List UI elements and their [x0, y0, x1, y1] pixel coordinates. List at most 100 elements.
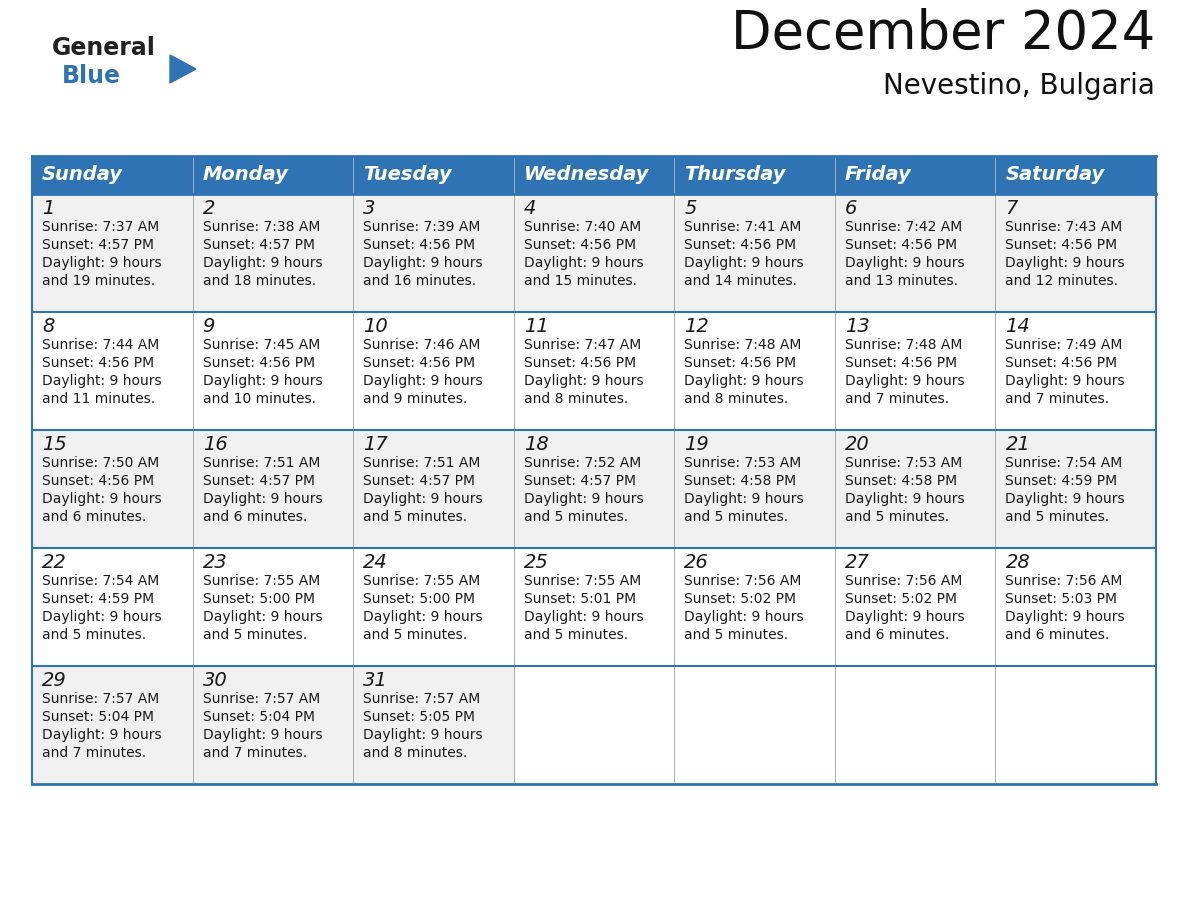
Text: Sunrise: 7:51 AM: Sunrise: 7:51 AM: [364, 456, 480, 470]
Bar: [835, 548, 996, 666]
Text: Saturday: Saturday: [1005, 165, 1105, 185]
Text: Daylight: 9 hours: Daylight: 9 hours: [524, 492, 644, 506]
Text: and 6 minutes.: and 6 minutes.: [203, 510, 307, 524]
Text: and 5 minutes.: and 5 minutes.: [684, 628, 789, 642]
Bar: [192, 194, 353, 312]
Text: Sunset: 4:57 PM: Sunset: 4:57 PM: [42, 238, 154, 252]
Text: 13: 13: [845, 317, 870, 336]
Text: and 10 minutes.: and 10 minutes.: [203, 392, 316, 406]
Text: Sunrise: 7:55 AM: Sunrise: 7:55 AM: [203, 574, 320, 588]
Text: 21: 21: [1005, 435, 1030, 454]
Text: Daylight: 9 hours: Daylight: 9 hours: [42, 374, 162, 388]
Text: Sunset: 4:56 PM: Sunset: 4:56 PM: [203, 356, 315, 370]
Text: 16: 16: [203, 435, 227, 454]
Text: Tuesday: Tuesday: [364, 165, 451, 185]
Text: and 7 minutes.: and 7 minutes.: [203, 746, 307, 760]
Text: Sunrise: 7:57 AM: Sunrise: 7:57 AM: [364, 692, 480, 706]
Text: Sunset: 4:56 PM: Sunset: 4:56 PM: [1005, 356, 1118, 370]
Text: Sunset: 4:56 PM: Sunset: 4:56 PM: [42, 356, 154, 370]
Text: Daylight: 9 hours: Daylight: 9 hours: [845, 492, 965, 506]
Text: 9: 9: [203, 317, 215, 336]
Text: Sunset: 4:56 PM: Sunset: 4:56 PM: [524, 238, 636, 252]
Bar: [353, 156, 513, 194]
Text: Sunrise: 7:54 AM: Sunrise: 7:54 AM: [1005, 456, 1123, 470]
Text: Daylight: 9 hours: Daylight: 9 hours: [684, 492, 804, 506]
Text: Daylight: 9 hours: Daylight: 9 hours: [1005, 374, 1125, 388]
Text: and 14 minutes.: and 14 minutes.: [684, 274, 797, 288]
Text: Daylight: 9 hours: Daylight: 9 hours: [42, 728, 162, 742]
Text: Sunrise: 7:48 AM: Sunrise: 7:48 AM: [845, 338, 962, 352]
Text: Nevestino, Bulgaria: Nevestino, Bulgaria: [883, 72, 1155, 100]
Text: Wednesday: Wednesday: [524, 165, 649, 185]
Bar: [675, 194, 835, 312]
Text: Monday: Monday: [203, 165, 289, 185]
Bar: [192, 430, 353, 548]
Text: and 13 minutes.: and 13 minutes.: [845, 274, 958, 288]
Text: Daylight: 9 hours: Daylight: 9 hours: [364, 256, 482, 270]
Text: Sunset: 5:00 PM: Sunset: 5:00 PM: [364, 592, 475, 606]
Bar: [835, 156, 996, 194]
Text: Sunrise: 7:57 AM: Sunrise: 7:57 AM: [42, 692, 159, 706]
Text: and 6 minutes.: and 6 minutes.: [1005, 628, 1110, 642]
Text: Sunrise: 7:51 AM: Sunrise: 7:51 AM: [203, 456, 320, 470]
Text: and 15 minutes.: and 15 minutes.: [524, 274, 637, 288]
Text: Daylight: 9 hours: Daylight: 9 hours: [203, 256, 322, 270]
Text: Daylight: 9 hours: Daylight: 9 hours: [364, 374, 482, 388]
Text: Friday: Friday: [845, 165, 911, 185]
Text: and 6 minutes.: and 6 minutes.: [845, 628, 949, 642]
Text: Sunset: 4:58 PM: Sunset: 4:58 PM: [845, 474, 958, 488]
Text: 30: 30: [203, 671, 227, 690]
Text: and 5 minutes.: and 5 minutes.: [364, 628, 467, 642]
Bar: [675, 548, 835, 666]
Text: Sunrise: 7:46 AM: Sunrise: 7:46 AM: [364, 338, 480, 352]
Bar: [675, 430, 835, 548]
Text: and 16 minutes.: and 16 minutes.: [364, 274, 476, 288]
Bar: [513, 548, 675, 666]
Text: Sunrise: 7:45 AM: Sunrise: 7:45 AM: [203, 338, 320, 352]
Text: 8: 8: [42, 317, 55, 336]
Text: Sunrise: 7:37 AM: Sunrise: 7:37 AM: [42, 220, 159, 234]
Text: Daylight: 9 hours: Daylight: 9 hours: [203, 374, 322, 388]
Text: Sunrise: 7:40 AM: Sunrise: 7:40 AM: [524, 220, 642, 234]
Bar: [32, 666, 192, 784]
Bar: [996, 312, 1156, 430]
Bar: [32, 312, 192, 430]
Text: 1: 1: [42, 199, 55, 218]
Text: Daylight: 9 hours: Daylight: 9 hours: [364, 728, 482, 742]
Text: Sunset: 4:57 PM: Sunset: 4:57 PM: [364, 474, 475, 488]
Text: Daylight: 9 hours: Daylight: 9 hours: [364, 610, 482, 624]
Text: 5: 5: [684, 199, 696, 218]
Text: Daylight: 9 hours: Daylight: 9 hours: [203, 728, 322, 742]
Text: 19: 19: [684, 435, 709, 454]
Text: 20: 20: [845, 435, 870, 454]
Text: Sunset: 4:56 PM: Sunset: 4:56 PM: [42, 474, 154, 488]
Text: and 5 minutes.: and 5 minutes.: [203, 628, 307, 642]
Bar: [353, 312, 513, 430]
Text: Sunset: 4:56 PM: Sunset: 4:56 PM: [364, 356, 475, 370]
Text: 12: 12: [684, 317, 709, 336]
Text: 10: 10: [364, 317, 388, 336]
Text: Daylight: 9 hours: Daylight: 9 hours: [524, 256, 644, 270]
Text: Sunset: 4:56 PM: Sunset: 4:56 PM: [845, 238, 958, 252]
Text: Daylight: 9 hours: Daylight: 9 hours: [524, 610, 644, 624]
Text: 2: 2: [203, 199, 215, 218]
Text: Thursday: Thursday: [684, 165, 785, 185]
Text: Sunday: Sunday: [42, 165, 124, 185]
Text: 3: 3: [364, 199, 375, 218]
Text: Daylight: 9 hours: Daylight: 9 hours: [42, 256, 162, 270]
Bar: [513, 312, 675, 430]
Text: Daylight: 9 hours: Daylight: 9 hours: [524, 374, 644, 388]
Text: Sunrise: 7:49 AM: Sunrise: 7:49 AM: [1005, 338, 1123, 352]
Text: and 5 minutes.: and 5 minutes.: [364, 510, 467, 524]
Text: Sunrise: 7:57 AM: Sunrise: 7:57 AM: [203, 692, 320, 706]
Text: Sunset: 4:57 PM: Sunset: 4:57 PM: [203, 238, 315, 252]
Text: Sunrise: 7:47 AM: Sunrise: 7:47 AM: [524, 338, 642, 352]
Text: and 5 minutes.: and 5 minutes.: [684, 510, 789, 524]
Text: 11: 11: [524, 317, 549, 336]
Text: Daylight: 9 hours: Daylight: 9 hours: [684, 610, 804, 624]
Text: Daylight: 9 hours: Daylight: 9 hours: [42, 492, 162, 506]
Text: Daylight: 9 hours: Daylight: 9 hours: [1005, 256, 1125, 270]
Text: Sunrise: 7:42 AM: Sunrise: 7:42 AM: [845, 220, 962, 234]
Bar: [353, 430, 513, 548]
Bar: [32, 430, 192, 548]
